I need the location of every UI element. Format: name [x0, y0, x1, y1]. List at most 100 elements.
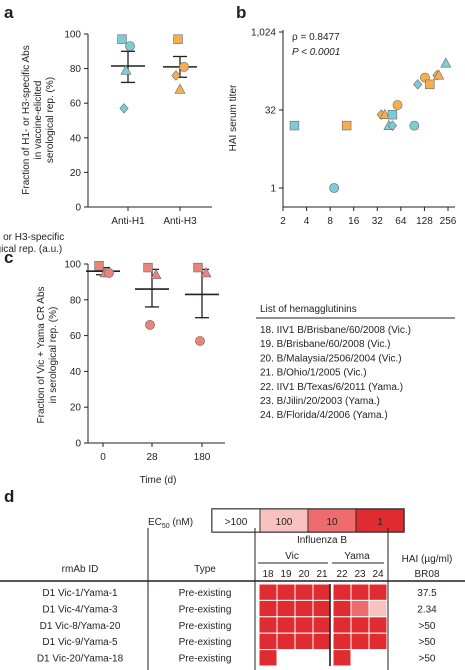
rho-annotation: ρ = 0.8477 [292, 32, 340, 43]
heatmap-cell [276, 599, 296, 618]
c-y-tick-label: 0 [75, 439, 81, 450]
row-rmab-id: D1 Vic-9/Yama-5 [42, 637, 118, 648]
a-y-tick-label: 80 [70, 64, 82, 75]
heatmap-cell [332, 649, 352, 667]
c-x-tick-label: 28 [146, 452, 158, 463]
panel-a-label: a [4, 3, 14, 22]
hemagglutinin-items: 18. IIV1 B/Brisbane/60/2008 (Vic.) 19. B/… [260, 325, 411, 421]
heatmap-row: D1 Vic-8/Yama-20 Pre-existing >50 [40, 616, 436, 634]
a-x-tick-label: Anti-H1 [111, 216, 145, 227]
panel-c-y-ticks: 0 20 40 60 80 100 [64, 260, 88, 450]
heatmap-cell [312, 583, 332, 601]
hemagglutinin-list: List of hemagglutinins 18. IIV1 B/Brisba… [256, 304, 455, 421]
row-type: Pre-existing [179, 654, 232, 665]
b-point-square [425, 79, 435, 90]
c-x-tick-label: 180 [194, 452, 211, 463]
heatmap-cell [350, 632, 370, 651]
b-point-diamond [413, 79, 423, 90]
c-point-square [143, 262, 153, 273]
ec50-legend-value: 100 [276, 517, 293, 528]
b-point-circle [329, 183, 340, 193]
hemagglutinin-item: 21. B/Ohio/1/2005 (Vic.) [260, 368, 367, 379]
b-x-tick-label: 64 [395, 216, 407, 227]
panel-c-x-ticks: 0 28 180 [100, 443, 211, 463]
row-hai-value: >50 [419, 654, 436, 665]
heatmap-cell [258, 583, 278, 601]
hemagglutinin-item: 22. IIV1 B/Texas/6/2011 (Yama.) [260, 382, 403, 393]
row-hai-value: >50 [419, 637, 436, 648]
c-y-tick-label: 40 [70, 367, 82, 378]
header-type: Type [194, 564, 216, 575]
heatmap-cell [368, 599, 388, 618]
c-point-triangle [200, 267, 212, 278]
c-y-tick-label: 20 [70, 403, 82, 414]
b-point-square [289, 120, 300, 131]
heatmap-cell [368, 616, 388, 634]
row-rmab-id: D1 Vic-20/Yama-18 [37, 654, 124, 665]
heatmap-cell [350, 616, 370, 634]
a-point-diamond [119, 103, 129, 114]
b-x-tick-label: 128 [416, 216, 433, 227]
heatmap-cell [276, 632, 296, 651]
heatmap-row: D1 Vic-20/Yama-18 Pre-existing >50 [37, 649, 436, 667]
heatmap-column-label: 22 [336, 569, 348, 580]
heatmap-column-labels: 18 19 20 21 22 23 24 [262, 569, 384, 580]
b-x-tick-label: 4 [304, 216, 310, 227]
heatmap-rows: D1 Vic-1/Yama-1 Pre-existing 37.5D1 Vic-4/… [37, 583, 437, 667]
b-point-circle [409, 120, 420, 131]
b-point-circle [392, 100, 403, 110]
heatmap-cell [332, 632, 352, 651]
heatmap-column-label: 18 [262, 569, 274, 580]
a-point-circle [125, 41, 135, 52]
heatmap-column-label: 21 [316, 569, 328, 580]
panel-c-points [94, 261, 212, 346]
b-x-tick-label: 2 [280, 216, 286, 227]
row-hai-value: 2.34 [417, 604, 437, 615]
b-point-diamond [387, 120, 398, 131]
a-point-square [117, 34, 127, 44]
row-type: Pre-existing [179, 588, 232, 599]
c-y-tick-label: 100 [64, 260, 81, 271]
heatmap-cell [368, 583, 388, 601]
b-x-tick-label: 16 [348, 216, 360, 227]
heatmap-cell [312, 649, 332, 667]
panel-a-y-label: Fraction of H1- or H3-specific Absin vac… [21, 45, 56, 195]
heatmap-row: D1 Vic-9/Yama-5 Pre-existing >50 [42, 632, 436, 651]
hemagglutinin-item: 20. B/Malaysia/2506/2004 (Vic.) [260, 353, 402, 364]
row-type: Pre-existing [179, 637, 232, 648]
panel-b: 1 32 1,024 2 4 8 16 32 64 128 256 HAI serum titer… [0, 28, 457, 256]
panel-b-y-ticks: 1 32 1,024 [251, 28, 283, 195]
a-y-tick-label: 60 [70, 99, 82, 110]
p-value-annotation: P < 0.0001 [292, 47, 340, 58]
b-x-tick-label: 256 [440, 216, 457, 227]
heatmap-column-label: 20 [298, 569, 310, 580]
heatmap-cell [276, 583, 296, 601]
panel-a: 0 20 40 60 80 100 Anti-H1 Anti-H3 Fraction of … [21, 30, 212, 227]
hemagglutinin-item: 19. B/Brisbane/60/2008 (Vic.) [260, 339, 390, 350]
row-hai-value: >50 [419, 621, 436, 632]
b-y-tick-label: 1 [270, 184, 276, 195]
panel-c-x-label: Time (d) [140, 475, 177, 486]
ec50-legend-value: 10 [326, 517, 338, 528]
b-y-tick-label: 1,024 [251, 28, 276, 39]
ec50-legend-value: >100 [225, 517, 248, 528]
a-point-square [173, 34, 183, 44]
b-point-square [341, 120, 352, 131]
c-y-tick-label: 80 [70, 295, 82, 306]
heatmap-cell [332, 599, 352, 618]
hemagglutinin-item: 23. B/Jilin/20/2003 (Yama.) [260, 396, 380, 407]
b-point-triangle [440, 57, 452, 68]
c-point-circle [145, 319, 155, 330]
panel-a-x-ticks: Anti-H1 Anti-H3 [111, 207, 197, 227]
heatmap-column-label: 24 [372, 569, 384, 580]
c-point-triangle [150, 268, 162, 280]
a-y-tick-label: 40 [70, 133, 82, 144]
heatmap-column-label: 23 [354, 569, 366, 580]
c-x-tick-label: 0 [100, 452, 106, 463]
panel-c-y-label: Fraction of Vic + Yama CR Absin serologi… [36, 286, 59, 423]
panel-b-x-ticks: 2 4 8 16 32 64 128 256 [280, 207, 457, 227]
heatmap-cell [258, 599, 278, 618]
panel-b-points [289, 57, 452, 193]
heatmap-cell [276, 616, 296, 634]
